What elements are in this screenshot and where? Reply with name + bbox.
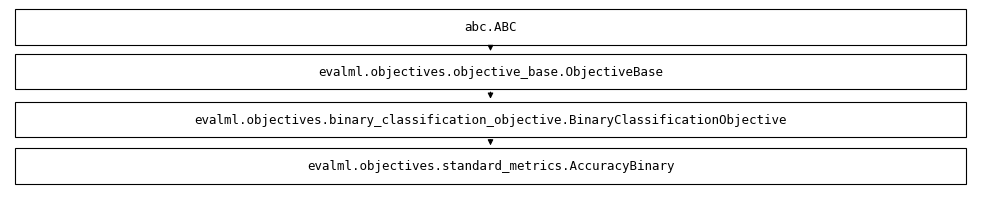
Text: evalml.objectives.binary_classification_objective.BinaryClassificationObjective: evalml.objectives.binary_classification_… — [194, 113, 787, 126]
Text: evalml.objectives.standard_metrics.AccuracyBinary: evalml.objectives.standard_metrics.Accur… — [307, 160, 674, 173]
Bar — [15, 10, 966, 45]
Text: evalml.objectives.objective_base.ObjectiveBase: evalml.objectives.objective_base.Objecti… — [318, 66, 663, 79]
Text: abc.ABC: abc.ABC — [464, 21, 517, 34]
Bar — [15, 102, 966, 137]
Bar — [15, 148, 966, 184]
Bar — [15, 55, 966, 90]
